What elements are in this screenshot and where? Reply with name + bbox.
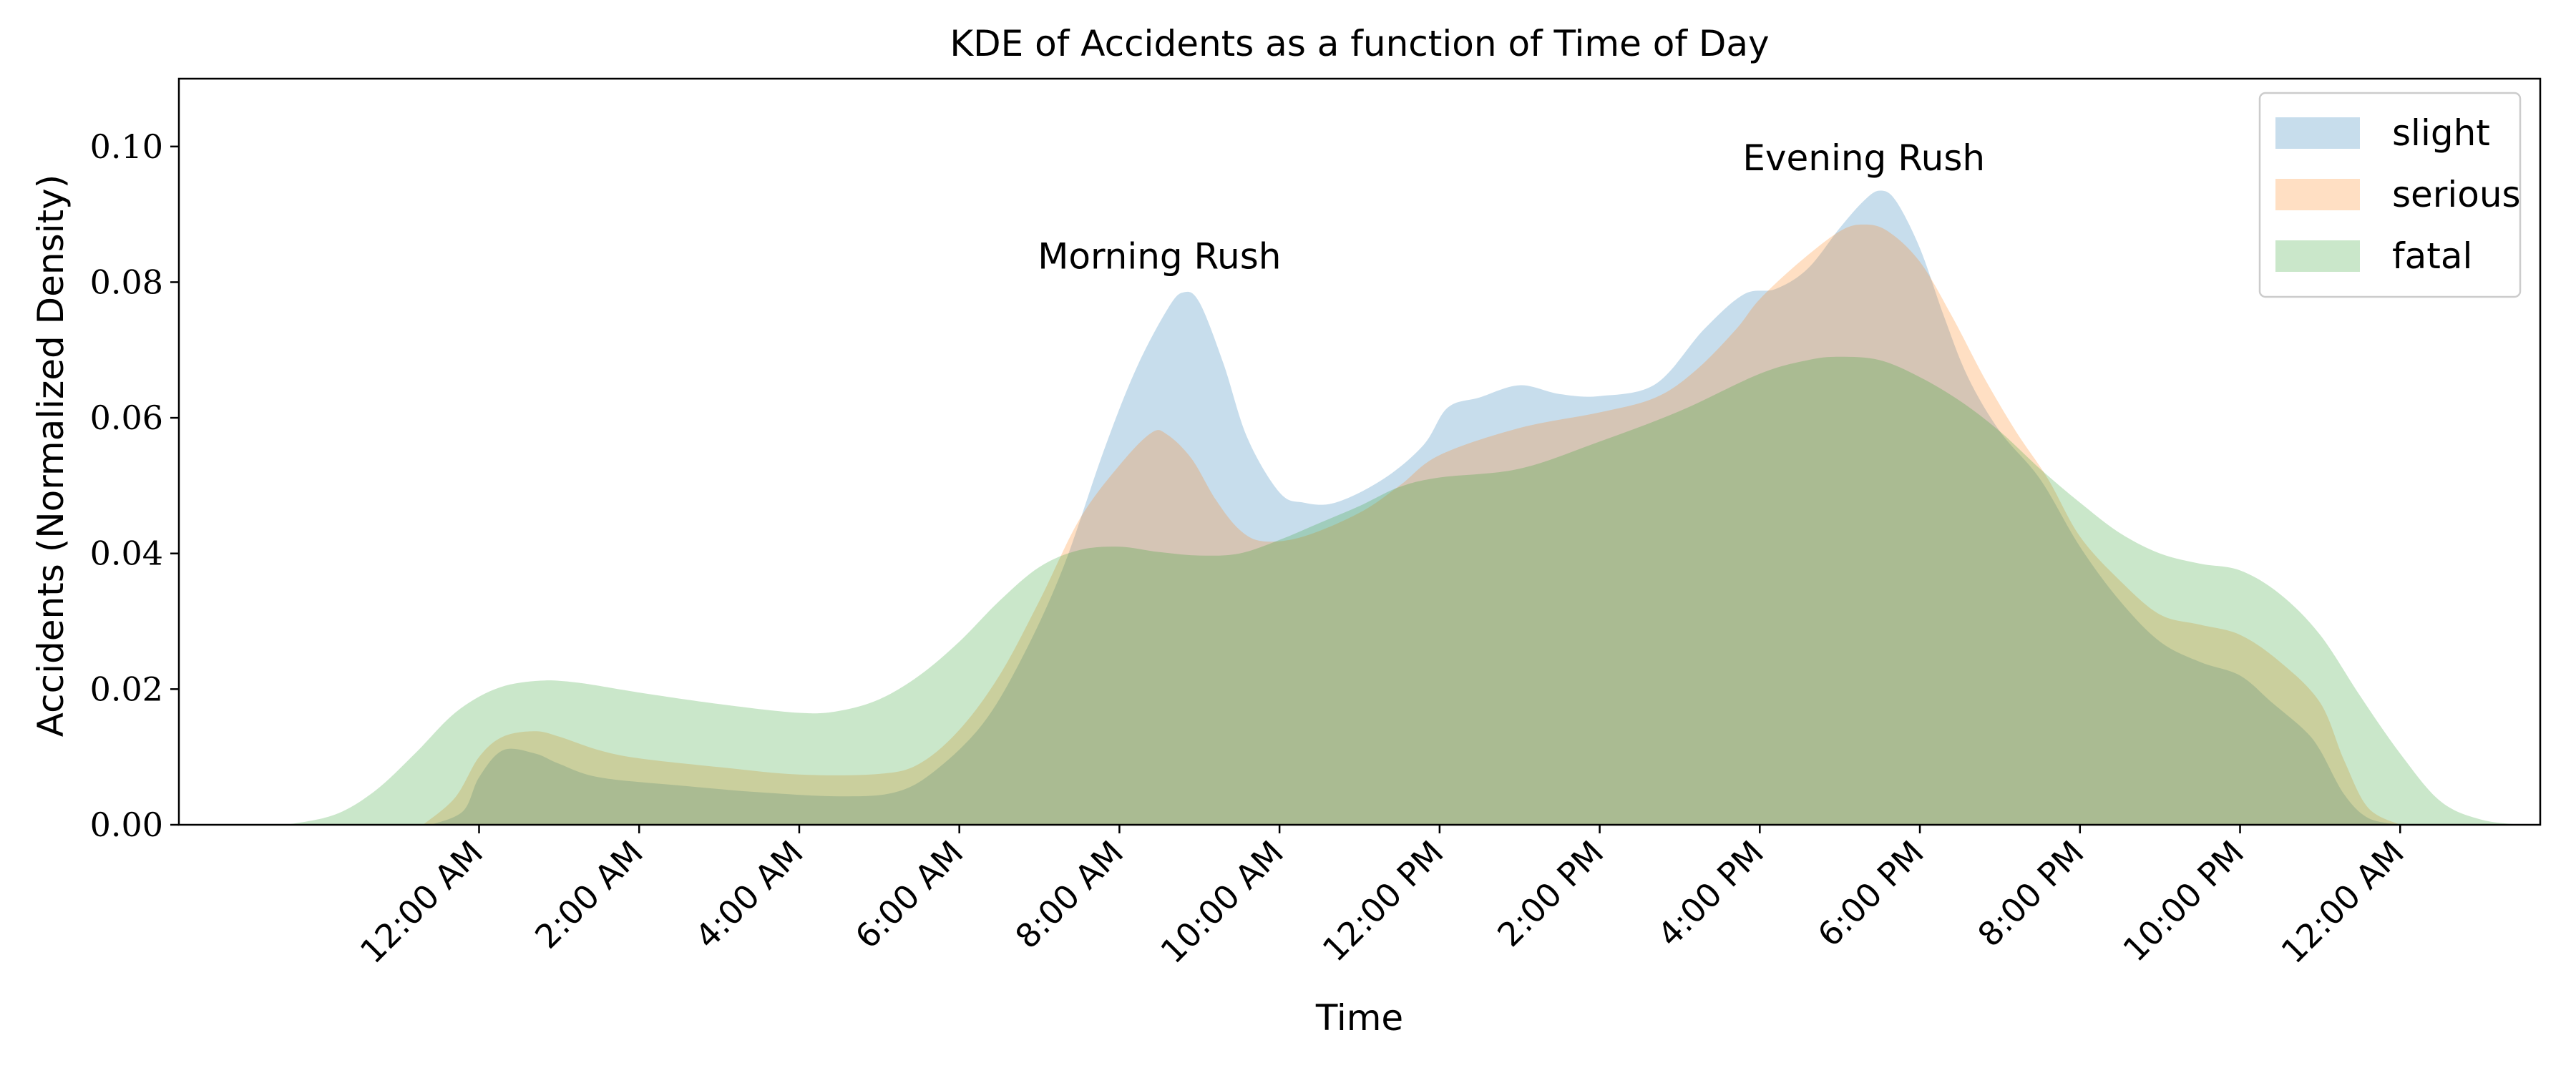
annotation-label: Evening Rush [1742, 137, 1985, 179]
annotation-label: Morning Rush [1038, 235, 1281, 277]
plot-frame [177, 77, 2542, 826]
kde-area-fatal [287, 356, 2520, 825]
y-tick-label: 0.00 [90, 805, 163, 844]
legend-swatch-serious [2275, 179, 2360, 210]
x-axis-label: Time [1315, 997, 1403, 1039]
y-tick-label: 0.10 [90, 127, 163, 166]
legend: slight serious fatal [2258, 92, 2522, 298]
y-tick-label: 0.06 [90, 398, 163, 437]
chart-title: KDE of Accidents as a function of Time o… [950, 23, 1769, 64]
y-tick-label: 0.04 [90, 534, 163, 573]
legend-swatch-fatal [2275, 240, 2360, 272]
y-tick-label: 0.02 [90, 670, 163, 708]
y-tick-label: 0.08 [90, 263, 163, 301]
annotation-layer: Morning Rush Evening Rush [1038, 137, 1985, 277]
series-layer [287, 190, 2520, 825]
legend-swatch-slight [2275, 117, 2360, 149]
legend-label-serious: serious [2392, 174, 2521, 215]
legend-label-slight: slight [2392, 112, 2490, 154]
y-axis-label: Accidents (Normalized Density) [30, 175, 72, 737]
legend-label-fatal: fatal [2392, 235, 2472, 277]
legend-frame [2258, 92, 2522, 298]
kde-area-slight [431, 190, 2401, 825]
kde-area-serious [423, 224, 2401, 825]
